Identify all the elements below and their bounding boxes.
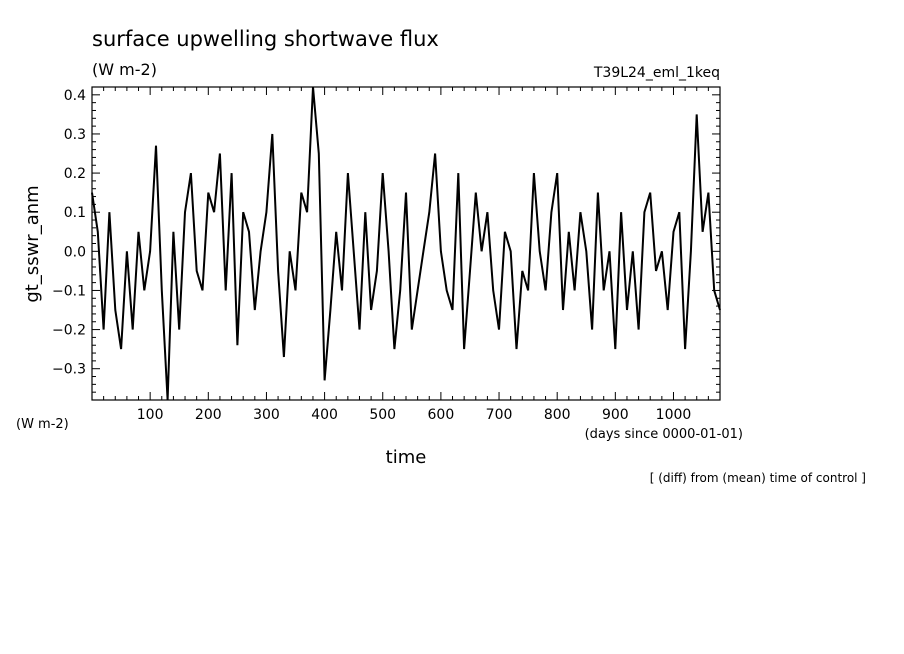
footnote: [ (diff) from (mean) time of control ] [650,471,866,485]
x-axis-label: time [386,447,427,468]
y-tick-label: 0.0 [64,244,86,260]
y-tick-label: −0.1 [52,283,86,299]
series-line [91,86,721,401]
tick-labels: 100 200 300 400 500 600 700 800 900 1000 −0.3 −0.2 −… [52,88,691,423]
y-tick-label: −0.2 [52,323,86,339]
x-tick-label: 500 [369,407,396,423]
y-axis-label: gt_sswr_anm [22,185,43,302]
chart-subtitle: (W m-2) [92,60,157,79]
plot-frame [91,86,721,401]
axis-ticks [92,87,720,400]
x-tick-label: 1000 [656,407,692,423]
x-axis-unit: (days since 0000-01-01) [585,427,743,442]
x-tick-label: 700 [486,407,513,423]
x-tick-label: 900 [602,407,629,423]
x-tick-label: 600 [428,407,455,423]
x-tick-label: 800 [544,407,571,423]
x-tick-label: 100 [137,407,164,423]
y-axis-unit: (W m-2) [16,417,69,432]
y-tick-label: 0.3 [64,127,86,143]
y-tick-label: −0.3 [52,362,86,378]
chart-title: surface upwelling shortwave flux [92,27,439,51]
x-tick-label: 400 [311,407,338,423]
run-label: T39L24_eml_1keq [593,65,720,81]
y-tick-label: 0.1 [64,205,86,221]
x-tick-label: 200 [195,407,222,423]
y-tick-label: 0.2 [64,166,86,182]
x-tick-label: 300 [253,407,280,423]
y-tick-label: 0.4 [64,88,86,104]
